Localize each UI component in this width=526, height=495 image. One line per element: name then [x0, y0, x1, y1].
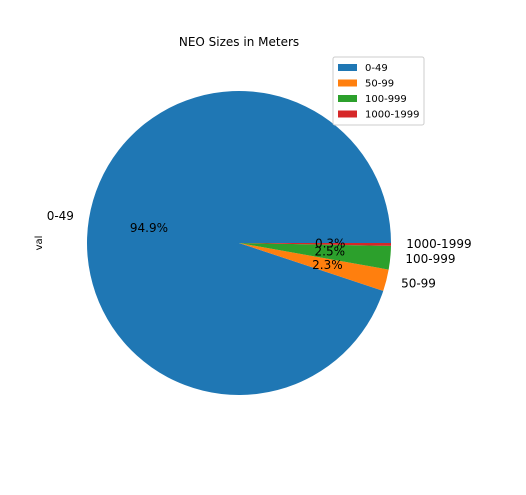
- percent-labels: 94.9% 2.3%2.5%0.3%: [130, 221, 346, 272]
- chart-title: NEO Sizes in Meters: [179, 35, 299, 49]
- pie-slice-1000-1999: [239, 243, 391, 246]
- legend-swatch: [338, 110, 357, 118]
- legend-label: 0-49: [365, 63, 388, 74]
- category-label: 0-49: [47, 209, 74, 223]
- legend: 0-49 50-99 100-999 1000-1999: [332, 56, 425, 126]
- category-label: 1000-1999: [406, 237, 471, 251]
- percent-label: 94.9%: [130, 221, 168, 235]
- category-label: 100-999: [405, 252, 455, 266]
- category-label: 50-99: [401, 277, 436, 291]
- legend-label: 100-999: [365, 94, 407, 105]
- pie-slices: [86, 91, 391, 396]
- legend-label: 50-99: [365, 79, 394, 90]
- percent-label: 2.5%: [315, 244, 346, 258]
- pie-slice-50-99: [239, 243, 389, 291]
- legend-frame: [332, 56, 425, 126]
- legend-label: 1000-1999: [365, 110, 420, 121]
- percent-label: 0.3%: [315, 236, 346, 250]
- legend-swatch: [338, 95, 357, 102]
- y-axis-label: val: [34, 236, 45, 251]
- pie-slice-100-999: [239, 243, 391, 270]
- legend-swatch: [338, 79, 357, 87]
- pie-slice-0-49: [86, 91, 391, 396]
- percent-label: 2.3%: [312, 258, 343, 272]
- legend-swatch: [338, 64, 357, 71]
